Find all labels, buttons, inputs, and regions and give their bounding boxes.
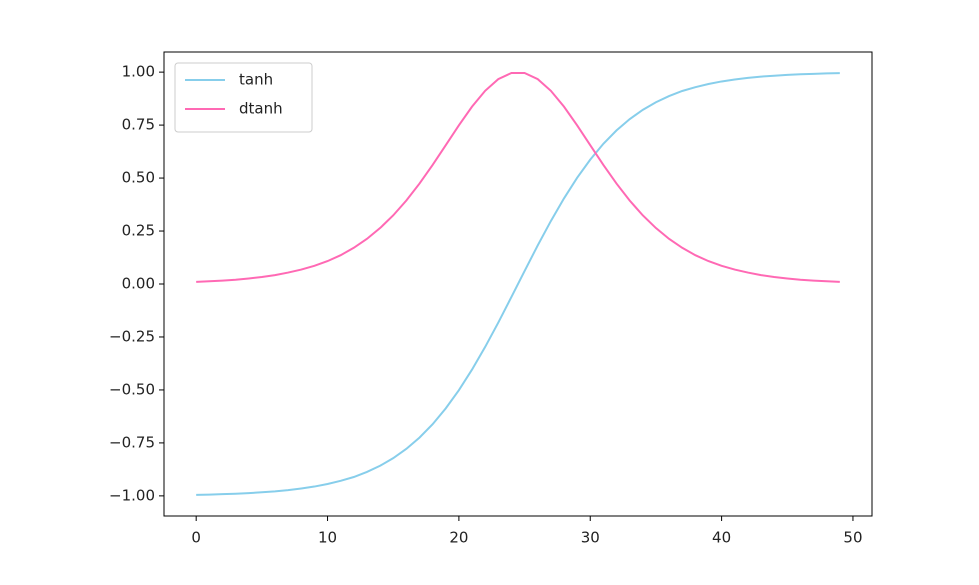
x-tick-label: 40 [712,529,731,547]
y-tick-label: −0.50 [109,380,155,398]
y-tick-label: 0.50 [122,169,155,187]
y-tick-label: 0.00 [122,275,155,293]
y-tick-label: −0.75 [109,433,155,451]
y-tick-label: 1.00 [122,63,155,81]
y-tick-label: 0.25 [122,222,155,240]
y-tick-label: −0.25 [109,327,155,345]
x-tick-label: 30 [581,529,600,547]
x-tick-label: 0 [191,529,201,547]
plot-frame [163,51,873,517]
x-tick-label: 50 [843,529,862,547]
y-tick-label: 0.75 [122,116,155,134]
legend-label: dtanh [239,100,283,118]
line-series [196,71,840,283]
line-series [196,72,840,496]
y-tick-label: −1.00 [109,486,155,504]
x-tick-label: 10 [318,529,337,547]
legend-label: tanh [239,71,273,89]
x-tick-label: 20 [449,529,468,547]
